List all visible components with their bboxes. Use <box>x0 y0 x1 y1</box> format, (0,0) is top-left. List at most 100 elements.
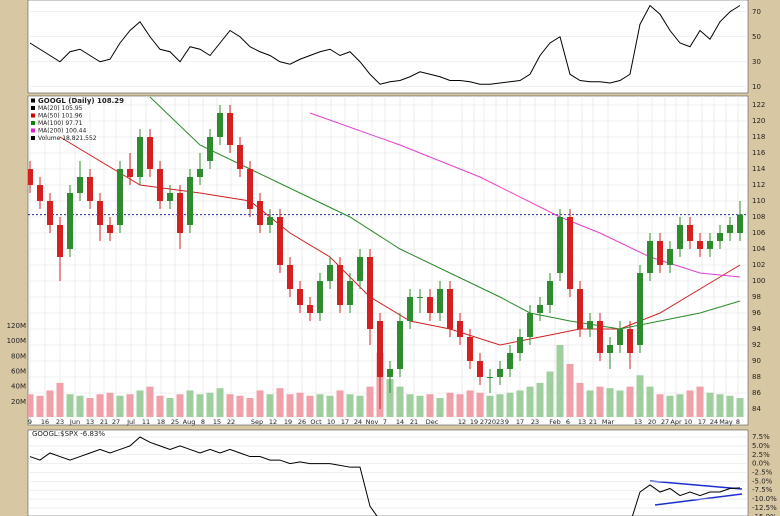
volume-bar <box>706 392 714 417</box>
volume-bar <box>656 394 664 417</box>
y-tick-label: 114 <box>752 165 766 173</box>
x-tick-label: 17 <box>698 418 706 426</box>
volume-bar <box>696 386 704 417</box>
volume-bar <box>556 344 564 417</box>
volume-bar <box>346 394 354 417</box>
candle-body <box>577 289 583 329</box>
volume-bar <box>516 390 524 417</box>
price-plot <box>28 96 748 425</box>
volume-bar <box>106 392 114 417</box>
candle-body <box>527 313 533 337</box>
x-tick-label: 10 <box>684 418 692 426</box>
legend-swatch <box>31 136 35 140</box>
volume-bar <box>326 395 334 417</box>
x-tick-label: 15 <box>213 418 221 426</box>
x-tick-label: 27 <box>112 418 120 426</box>
bottom-title: GOOGL:$SPX -6.83% <box>32 430 105 438</box>
x-tick-label: 2023 <box>488 418 505 426</box>
candle-body <box>447 289 453 329</box>
candle-body <box>207 137 213 161</box>
volume-bar <box>206 392 214 417</box>
candle-body <box>167 193 173 201</box>
y-tick-label: 50 <box>752 33 761 41</box>
volume-bar <box>28 394 34 417</box>
candle-body <box>397 321 403 369</box>
y-tick-label: 10 <box>752 83 761 91</box>
candle-body <box>457 321 463 337</box>
y-tick-label: 96 <box>752 309 761 317</box>
candle-body <box>737 214 743 233</box>
x-tick-label: Sep <box>251 418 263 426</box>
volume-bar <box>136 390 144 417</box>
candle-body <box>287 265 293 289</box>
volume-bar <box>416 395 424 417</box>
volume-bar <box>116 395 124 417</box>
x-tick-label: 24 <box>354 418 362 426</box>
axes: 1030507084868890929496981001021041061081… <box>7 8 778 516</box>
y-tick-label: 98 <box>752 293 761 301</box>
y-tick-label: 0.0% <box>752 460 770 468</box>
legend-swatch <box>31 98 35 103</box>
candle-body <box>487 377 493 378</box>
volume-bar <box>626 386 634 417</box>
x-tick-label: 11 <box>142 418 150 426</box>
legend-swatch <box>31 113 35 118</box>
candle-body <box>37 185 43 201</box>
moving-average <box>309 112 741 278</box>
volume-bar <box>606 388 614 417</box>
volume-bar <box>386 379 394 417</box>
moving-average <box>149 96 741 330</box>
volume-bar <box>76 395 84 417</box>
candle-body <box>617 329 623 345</box>
legend-entry: Volume 18,821,552 <box>38 135 97 142</box>
y-tick-label: -10.0% <box>752 495 777 503</box>
volume-bar <box>146 386 154 417</box>
candle-body <box>537 305 543 313</box>
volume-bar <box>726 395 734 417</box>
volume-bar <box>216 388 224 417</box>
x-tick-label: 21 <box>100 418 108 426</box>
candle-body <box>717 233 723 241</box>
volume-bar <box>96 394 104 417</box>
candle-body <box>567 217 573 289</box>
y-tick-label: 80M <box>11 352 26 360</box>
y-tick-label: 120M <box>7 322 26 330</box>
candle-body <box>477 361 483 377</box>
candle-body <box>317 281 323 313</box>
candle-body <box>237 145 243 169</box>
candle-body <box>267 217 273 225</box>
candle-body <box>357 257 363 281</box>
volume-bar <box>596 386 604 417</box>
y-tick-label: 102 <box>752 261 765 269</box>
volume-bar <box>636 375 644 417</box>
y-tick-label: 86 <box>752 389 761 397</box>
volume-bar <box>526 386 534 417</box>
candle-body <box>327 265 333 281</box>
candle-body <box>497 369 503 377</box>
volume-bar <box>496 394 504 417</box>
candle-body <box>87 177 93 201</box>
y-tick-label: 30 <box>752 58 761 66</box>
x-tick-label: 21 <box>410 418 418 426</box>
y-tick-label: 122 <box>752 101 765 109</box>
volume-bar <box>66 394 74 417</box>
y-tick-label: -5.0% <box>752 477 773 485</box>
candle-body <box>517 337 523 353</box>
x-tick-label: 23 <box>531 418 539 426</box>
volume-bar <box>566 363 574 417</box>
volume-bar <box>36 395 44 417</box>
volume-bar <box>126 394 134 417</box>
x-tick-label: 17 <box>516 418 524 426</box>
volume-bar <box>186 390 194 417</box>
x-tick-label: 20 <box>648 418 656 426</box>
x-tick-label: 25 <box>171 418 179 426</box>
volume-bar <box>436 398 444 417</box>
y-tick-label: 100 <box>752 277 765 285</box>
candle-body <box>177 193 183 233</box>
y-tick-label: 118 <box>752 133 765 141</box>
volume-bar <box>676 394 684 417</box>
volume-bar <box>166 398 174 417</box>
x-tick-label: 10 <box>327 418 335 426</box>
x-tick-label: 23 <box>56 418 64 426</box>
x-tick-label: Jul <box>126 418 135 426</box>
